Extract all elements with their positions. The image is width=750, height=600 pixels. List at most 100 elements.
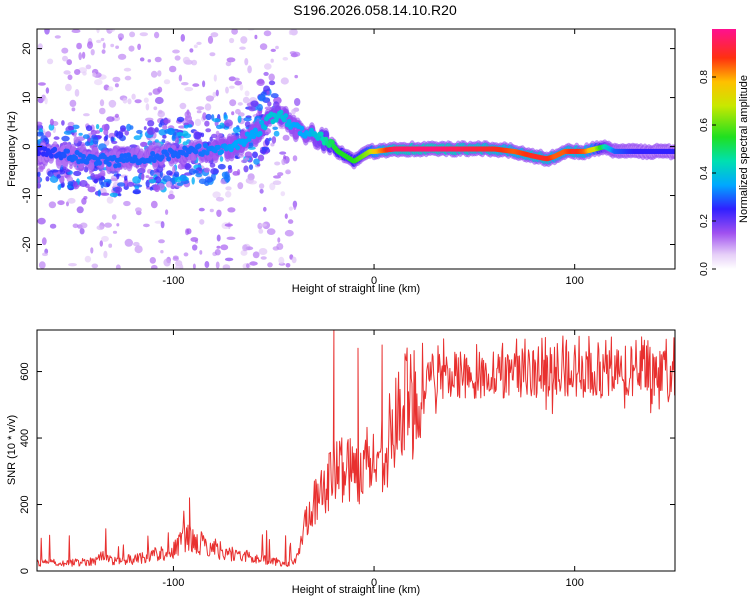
noise-blob — [99, 107, 106, 115]
cloud-blob — [227, 165, 232, 170]
noise-blob — [182, 56, 190, 64]
cloud-blob — [205, 113, 212, 121]
noise-blob — [135, 207, 142, 213]
cloud-blob — [191, 177, 195, 185]
noise-blob — [288, 206, 293, 211]
noise-blob — [199, 219, 205, 225]
cloud-blob — [63, 130, 73, 135]
ridge-core — [52, 146, 58, 152]
noise-blob — [139, 32, 148, 37]
cloud-blob — [111, 140, 118, 144]
noise-blob — [264, 63, 272, 70]
noise-blob — [214, 249, 221, 256]
noise-blob — [71, 107, 76, 112]
noise-blob — [288, 29, 293, 35]
noise-blob — [277, 237, 281, 243]
noise-blob — [270, 58, 274, 63]
cloud-blob — [37, 121, 43, 126]
noise-blob — [259, 43, 268, 50]
noise-blob — [115, 264, 121, 269]
noise-blob — [202, 112, 207, 121]
noise-blob — [279, 151, 287, 155]
noise-blob — [82, 71, 87, 76]
cloud-blob — [223, 114, 228, 121]
noise-blob — [172, 49, 180, 54]
noise-blob — [276, 243, 284, 250]
noise-blob — [280, 191, 286, 197]
noise-blob — [122, 97, 128, 104]
noise-blob — [134, 99, 142, 104]
noise-blob — [38, 82, 46, 86]
noise-blob — [134, 245, 143, 254]
noise-blob — [225, 186, 232, 191]
ridge-core — [48, 153, 54, 159]
noise-blob — [62, 55, 68, 62]
noise-blob — [293, 202, 297, 210]
cloud-blob — [154, 127, 159, 133]
colorbar-tick-label: 0.0 — [699, 262, 710, 276]
colorbar-gradient — [712, 29, 736, 269]
cloud-blob — [172, 134, 176, 140]
ridge-core — [37, 150, 42, 157]
noise-blob — [291, 108, 296, 115]
noise-blob — [272, 180, 282, 185]
noise-blob — [290, 29, 298, 36]
cloud-blob — [176, 116, 185, 123]
cloud-blob — [85, 125, 93, 132]
ridge-core — [262, 125, 268, 131]
cloud-blob — [149, 186, 153, 191]
noise-blob — [212, 91, 217, 98]
cloud-blob — [232, 171, 240, 176]
snr-marks — [37, 330, 675, 567]
noise-blob — [209, 52, 216, 57]
noise-blob — [281, 158, 286, 166]
cloud-blob — [178, 174, 188, 182]
noise-blob — [184, 87, 194, 92]
noise-blob — [180, 34, 185, 42]
cloud-blob — [176, 182, 184, 187]
cloud-blob — [219, 156, 224, 162]
noise-blob — [212, 191, 221, 199]
colorbar-tick-label: 0.4 — [699, 166, 710, 180]
noise-blob — [226, 57, 236, 63]
cloud-blob — [95, 124, 100, 130]
noise-blob — [292, 155, 298, 162]
noise-blob — [41, 237, 47, 246]
noise-blob — [196, 110, 202, 114]
noise-blob — [101, 49, 106, 54]
noise-blob — [150, 70, 158, 78]
cloud-blob — [68, 126, 74, 131]
noise-blob — [225, 191, 232, 198]
noise-blob — [259, 188, 264, 194]
cloud-blob — [163, 119, 171, 124]
ridge-core — [671, 148, 675, 154]
ridge-core — [150, 150, 156, 157]
cloud-blob — [79, 180, 88, 187]
noise-blob — [227, 207, 236, 213]
noise-blob — [254, 34, 258, 40]
cloud-blob — [165, 181, 172, 188]
cloud-blob — [120, 127, 126, 132]
noise-blob — [48, 201, 57, 209]
snr-y-tick-label: 200 — [19, 495, 31, 513]
noise-blob — [158, 239, 165, 244]
noise-blob — [112, 230, 118, 234]
cloud-blob — [92, 136, 99, 145]
ridge-core — [164, 151, 170, 157]
noise-blob — [192, 83, 200, 87]
noise-blob — [117, 33, 124, 40]
noise-blob — [275, 45, 279, 50]
cloud-blob — [95, 130, 101, 134]
cloud-blob — [115, 131, 124, 139]
noise-blob — [252, 251, 260, 259]
cloud-blob — [37, 171, 41, 177]
cloud-blob — [84, 141, 91, 147]
cloud-blob — [73, 170, 82, 177]
ridge-core — [81, 153, 86, 160]
noise-blob — [109, 29, 115, 32]
noise-blob — [49, 223, 57, 229]
noise-blob — [237, 182, 244, 190]
noise-blob — [74, 89, 80, 97]
noise-blob — [215, 197, 225, 202]
